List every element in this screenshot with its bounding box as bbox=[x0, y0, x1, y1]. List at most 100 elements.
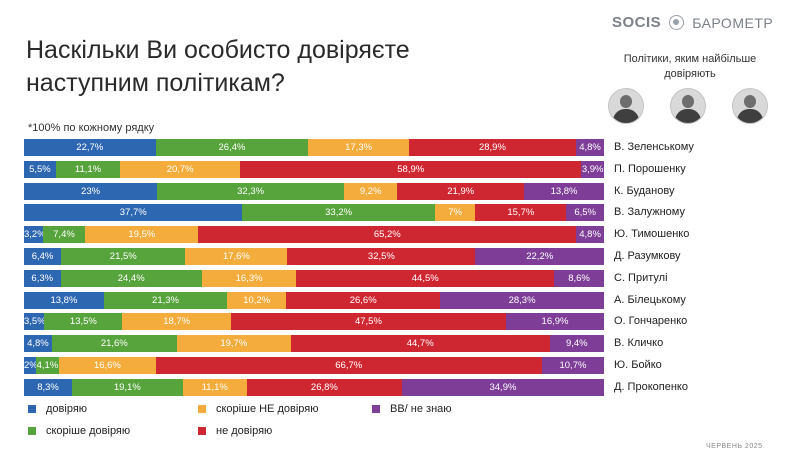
bar-row: 37,7% 33,2% 7% 15,7% 6,5% bbox=[24, 204, 604, 222]
bar-segment-dont_know: 13,8% bbox=[524, 182, 604, 200]
legend-item-not_trust: не довіряю bbox=[198, 425, 272, 437]
legend-swatch bbox=[372, 405, 380, 413]
bar-segment-rather_trust: 11,1% bbox=[55, 160, 121, 178]
bar-segment-trust: 4,8% bbox=[24, 335, 52, 353]
legend-swatch bbox=[28, 405, 36, 413]
bar-row: 22,7% 26,4% 17,3% 28,9% 4,8% bbox=[24, 139, 604, 156]
legend-label: не довіряю bbox=[216, 425, 273, 437]
legend-swatch bbox=[198, 427, 206, 435]
legend-label: скоріше довіряю bbox=[46, 425, 131, 437]
bar-segment-dont_know: 3,9% bbox=[581, 160, 604, 178]
legend-item-dont_know: ВВ/ не знаю bbox=[372, 403, 452, 415]
bar-segment-rather_not_trust: 18,7% bbox=[122, 313, 231, 331]
bar-segment-rather_trust: 19,1% bbox=[72, 378, 183, 396]
bar-row: 3,5% 13,5% 18,7% 47,5% 16,9% bbox=[24, 313, 604, 331]
bar-segment-rather_trust: 21,3% bbox=[103, 291, 228, 309]
bar-segment-not_trust: 65,2% bbox=[198, 226, 577, 244]
bar-segment-not_trust: 26,6% bbox=[286, 291, 441, 309]
bar-segment-not_trust: 28,9% bbox=[408, 139, 577, 156]
bar-segment-not_trust: 44,7% bbox=[290, 335, 550, 353]
bar-segment-dont_know: 9,4% bbox=[549, 335, 604, 353]
bar-row: 4,8% 21,6% 19,7% 44,7% 9,4% bbox=[24, 335, 604, 353]
avatar-icon bbox=[732, 88, 768, 124]
bar-segment-trust: 37,7% bbox=[24, 204, 243, 222]
bar-segment-not_trust: 44,5% bbox=[296, 269, 555, 287]
bar-segment-rather_not_trust: 9,2% bbox=[344, 182, 398, 200]
bar-segment-dont_know: 34,9% bbox=[401, 378, 604, 396]
bar-segment-dont_know: 8,6% bbox=[554, 269, 604, 287]
bar-segment-rather_not_trust: 17,6% bbox=[185, 248, 288, 265]
category-label: Д. Прокопенко bbox=[614, 380, 688, 393]
bar-segment-trust: 23% bbox=[24, 182, 158, 200]
bar-segment-dont_know: 28,3% bbox=[440, 291, 604, 309]
bar-segment-trust: 3,2% bbox=[24, 226, 43, 244]
bar-row: 6,4% 21,5% 17,6% 32,5% 22,2% bbox=[24, 248, 604, 265]
top-politicians-avatars bbox=[608, 88, 768, 124]
bar-segment-rather_not_trust: 7% bbox=[434, 204, 476, 222]
barometer-icon bbox=[669, 15, 685, 30]
legend-swatch bbox=[28, 427, 36, 435]
bar-segment-trust: 13,8% bbox=[24, 291, 104, 309]
brand-header: SOCIS БАРОМЕТР bbox=[612, 14, 773, 31]
date-footer: ЧЕРВЕНЬ 2025 bbox=[706, 443, 763, 450]
legend-item-rather_trust: скоріше довіряю bbox=[28, 425, 130, 437]
bar-segment-rather_trust: 4,1% bbox=[35, 357, 60, 374]
bar-segment-rather_trust: 33,2% bbox=[242, 204, 435, 222]
bar-segment-trust: 6,4% bbox=[24, 248, 62, 265]
bar-segment-not_trust: 58,9% bbox=[240, 160, 582, 178]
category-label: К. Буданову bbox=[614, 184, 675, 197]
bar-segment-dont_know: 10,7% bbox=[541, 357, 604, 374]
bar-segment-not_trust: 15,7% bbox=[475, 204, 567, 222]
bar-segment-dont_know: 22,2% bbox=[475, 248, 604, 265]
bar-segment-dont_know: 4,8% bbox=[576, 139, 604, 156]
bar-segment-rather_not_trust: 20,7% bbox=[120, 160, 241, 178]
legend-label: довіряю bbox=[46, 403, 88, 415]
bar-segment-rather_trust: 21,5% bbox=[61, 248, 186, 265]
bar-segment-rather_not_trust: 19,5% bbox=[85, 226, 199, 244]
bar-segment-rather_trust: 21,6% bbox=[51, 335, 177, 353]
category-label: В. Залужному bbox=[614, 206, 685, 219]
category-label: С. Притулі bbox=[614, 271, 668, 284]
bar-segment-rather_trust: 13,5% bbox=[44, 313, 123, 331]
bar-segment-rather_not_trust: 19,7% bbox=[176, 335, 291, 353]
category-label: В. Кличко bbox=[614, 337, 664, 350]
socis-logo: SOCIS bbox=[612, 14, 662, 31]
legend-label: ВВ/ не знаю bbox=[390, 403, 452, 415]
top-politicians-caption: Політики, яким найбільше довіряють bbox=[623, 53, 757, 80]
bar-row: 13,8% 21,3% 10,2% 26,6% 28,3% bbox=[24, 291, 604, 309]
category-label: Ю. Тимошенко bbox=[614, 228, 690, 241]
category-label: А. Білецькому bbox=[614, 293, 686, 306]
category-label: Д. Разумкову bbox=[614, 250, 681, 262]
bar-segment-not_trust: 21,9% bbox=[397, 182, 525, 200]
bar-row: 6,3% 24,4% 16,3% 44,5% 8,6% bbox=[24, 269, 604, 287]
bar-segment-rather_trust: 32,3% bbox=[157, 182, 345, 200]
legend-label: скоріше НЕ довіряю bbox=[216, 403, 319, 415]
bar-segment-not_trust: 66,7% bbox=[155, 357, 542, 374]
bar-segment-rather_not_trust: 16,3% bbox=[201, 269, 297, 287]
bar-row: 3,2%7,4%19,5%65,2%4,8% bbox=[24, 226, 604, 244]
bar-segment-not_trust: 26,8% bbox=[246, 378, 402, 396]
bar-segment-rather_trust: 7,4% bbox=[42, 226, 86, 244]
stacked-bar-chart: 22,7% 26,4% 17,3% 28,9% 4,8% 5,5% 11,1% 20,7% 58… bbox=[24, 139, 604, 396]
footnote: *100% по кожному рядку bbox=[28, 122, 155, 134]
bar-row: 5,5% 11,1% 20,7% 58,9% 3,9% bbox=[24, 160, 604, 178]
page-title: Наскільки Ви особисто довіряєте наступни… bbox=[26, 36, 410, 97]
bar-segment-trust: 6,3% bbox=[24, 269, 61, 287]
category-label: В. Зеленському bbox=[614, 141, 694, 153]
bar-segment-dont_know: 4,8% bbox=[576, 226, 604, 244]
bar-segment-not_trust: 47,5% bbox=[230, 313, 507, 331]
category-label: О. Гончаренко bbox=[614, 315, 688, 328]
barometer-label: БАРОМЕТР bbox=[692, 14, 774, 31]
bar-segment-rather_trust: 26,4% bbox=[155, 139, 309, 156]
bar-row: 2%4,1%16,6%66,7%10,7% bbox=[24, 357, 604, 374]
bar-segment-dont_know: 6,5% bbox=[566, 204, 604, 222]
avatar-icon bbox=[670, 88, 706, 124]
bar-segment-trust: 3,5% bbox=[24, 313, 45, 331]
bar-segment-trust: 2% bbox=[24, 357, 36, 374]
category-label: П. Порошенку bbox=[614, 162, 686, 175]
bar-segment-trust: 8,3% bbox=[24, 378, 73, 396]
bar-segment-rather_not_trust: 10,2% bbox=[227, 291, 287, 309]
category-label: Ю. Бойко bbox=[614, 359, 662, 371]
bar-segment-trust: 22,7% bbox=[24, 139, 156, 156]
bar-segment-not_trust: 32,5% bbox=[287, 248, 476, 265]
